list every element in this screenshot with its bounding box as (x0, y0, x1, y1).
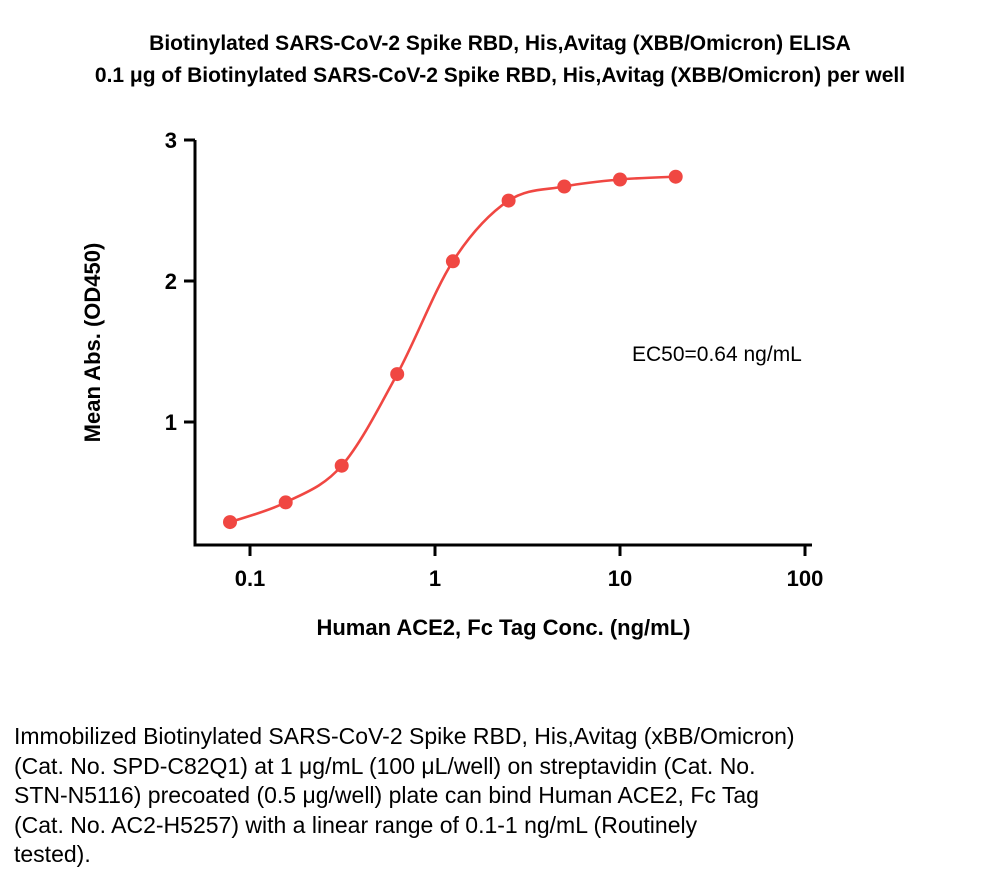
chart-subtitle: 0.1 μg of Biotinylated SARS-CoV-2 Spike … (94, 64, 906, 87)
x-tick-label: 0.1 (235, 566, 266, 591)
y-axis-title: Mean Abs. (OD450) (80, 243, 105, 443)
x-tick-label: 1 (429, 566, 441, 591)
fit-curve (229, 175, 676, 524)
data-point (223, 515, 237, 530)
ec50-annotation: EC50=0.64 ng/mL (632, 343, 802, 366)
data-point (278, 495, 293, 510)
caption-line: Immobilized Biotinylated SARS-CoV-2 Spik… (14, 723, 795, 749)
y-tick-label: 3 (165, 128, 177, 153)
caption-line: (Cat. No. AC2-H5257) with a linear range… (14, 811, 698, 838)
data-point (445, 254, 460, 269)
y-tick-label: 2 (165, 269, 177, 294)
data-point (668, 169, 683, 184)
caption-line: tested). (14, 841, 91, 867)
caption-line: STN-N5116) precoated (0.5 μg/well) plate… (14, 782, 759, 808)
x-tick-label: 100 (787, 566, 824, 591)
y-tick-label: 1 (165, 410, 177, 435)
x-axis-title: Human ACE2, Fc Tag Conc. (ng/mL) (316, 615, 690, 640)
x-tick-label: 10 (608, 566, 632, 591)
data-point (390, 367, 405, 382)
caption-line: (Cat. No. SPD-C82Q1) at 1 μg/mL (100 μL/… (14, 752, 756, 779)
data-point (557, 179, 572, 194)
data-point (613, 172, 627, 187)
elisa-chart: 0.1 1 10 100 1 2 3 EC50=0.64 ng/mL Human ACE2, F… (80, 128, 824, 640)
data-point (334, 458, 349, 473)
chart-title-block: Biotinylated SARS-CoV-2 Spike RBD, His,A… (0, 28, 1000, 92)
chart-title: Biotinylated SARS-CoV-2 Spike RBD, His,A… (149, 32, 851, 55)
data-point (501, 193, 516, 208)
figure-caption: Immobilized Biotinylated SARS-CoV-2 Spik… (14, 722, 974, 870)
